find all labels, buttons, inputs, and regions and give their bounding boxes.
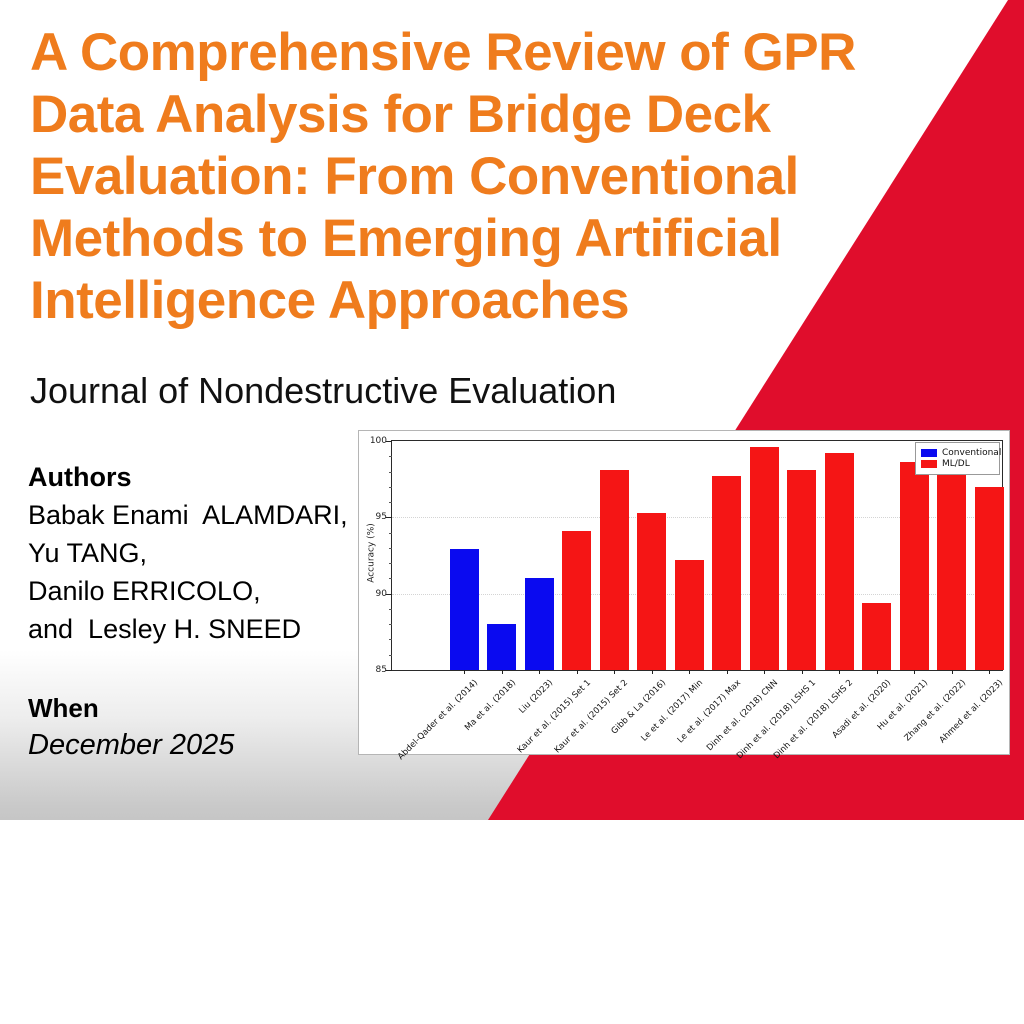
y-minor-tick — [389, 563, 392, 565]
bar-ml-dl — [937, 471, 966, 670]
x-tick — [951, 670, 953, 674]
bar-ml-dl — [712, 476, 741, 670]
x-tick-label: Kaur et al. (2015) Set 2 — [552, 678, 631, 756]
y-minor-tick — [389, 456, 392, 458]
x-tick — [726, 670, 728, 674]
x-tick — [464, 670, 465, 674]
bar-ml-dl — [562, 531, 591, 670]
x-tick — [614, 670, 615, 674]
bar-ml-dl — [899, 462, 929, 670]
x-tick — [651, 670, 653, 674]
x-tick — [689, 670, 690, 674]
x-tick — [764, 670, 765, 674]
legend-label: ML/DL — [942, 459, 970, 469]
bar-conventional — [487, 624, 516, 670]
gridline — [392, 517, 1002, 519]
bar-conventional — [524, 578, 554, 670]
x-tick — [989, 670, 990, 674]
paper-title: A Comprehensive Review of GPR Data Analy… — [30, 22, 856, 332]
title-line-5: Intelligence Approaches — [30, 271, 630, 330]
x-tick — [876, 670, 878, 674]
publication-date: December 2025 — [28, 729, 235, 761]
bar-ml-dl — [862, 602, 891, 670]
bar-conventional — [449, 549, 479, 670]
title-line-4: Methods to Emerging Artificial — [30, 209, 782, 268]
bar-ml-dl — [674, 560, 704, 670]
legend-swatch — [921, 460, 937, 468]
y-tick — [386, 441, 392, 442]
x-tick-label: Dinh et al. (2018) CNN — [704, 678, 781, 754]
y-minor-tick — [389, 639, 392, 641]
x-tick — [839, 670, 840, 674]
y-minor-tick — [389, 486, 392, 488]
title-line-2: Data Analysis for Bridge Deck — [30, 85, 771, 144]
bar-ml-dl — [824, 453, 854, 670]
x-tick-label: Le et al. (2017) Max — [675, 678, 743, 746]
y-axis-label: Accuracy (%) — [366, 523, 377, 583]
y-tick — [386, 593, 392, 595]
x-tick-label: Kaur et al. (2015) Set 1 — [515, 678, 593, 756]
y-minor-tick — [389, 502, 392, 504]
legend-item: ML/DL — [921, 459, 994, 469]
chart-legend: Conventional ML/DL — [915, 442, 1001, 475]
y-tick-label: 100 — [369, 436, 387, 446]
y-tick — [386, 670, 392, 671]
accuracy-bar-chart: Accuracy (%) 85 90 95 100 Abdel-Qader et al.… — [358, 430, 1010, 762]
authors-list: Babak Enami ALAMDARI, Yu TANG, Danilo ER… — [28, 496, 348, 648]
bar-ml-dl — [787, 470, 816, 670]
bar-ml-dl — [637, 512, 666, 670]
legend-item: Conventional — [921, 448, 1001, 458]
y-minor-tick — [389, 547, 392, 549]
x-tick — [501, 670, 503, 674]
when-heading: When — [28, 693, 99, 723]
plot-area: 85 90 95 100 Abdel-Qader et al. (2014) Ma et … — [370, 436, 1005, 762]
y-tick-label: 95 — [375, 512, 387, 523]
footer-band: UIC UNIVERSITY OF ILLINOIS CHICAGO — [0, 820, 1024, 1024]
y-minor-tick — [389, 624, 392, 626]
journal-name: Journal of Nondestructive Evaluation — [30, 370, 617, 411]
y-tick-label: 85 — [375, 665, 387, 675]
author-name-4: and Lesley H. SNEED — [28, 614, 302, 644]
title-line-3: Evaluation: From Conventional — [30, 147, 799, 206]
bar-ml-dl — [599, 470, 629, 670]
legend-swatch — [921, 449, 937, 457]
x-tick — [801, 670, 803, 674]
author-name-1: Babak Enami ALAMDARI, — [28, 500, 348, 530]
y-minor-tick — [389, 578, 392, 580]
legend-label: Conventional — [942, 448, 1002, 458]
x-tick-label: Ahmed et al. (2023) — [937, 678, 1006, 746]
author-name-3: Danilo ERRICOLO, — [28, 576, 261, 606]
bar-ml-dl — [749, 447, 779, 670]
y-minor-tick — [389, 471, 392, 473]
x-tick — [539, 670, 540, 674]
authors-heading: Authors — [28, 462, 132, 492]
y-tick-label: 90 — [375, 588, 387, 599]
y-minor-tick — [389, 654, 392, 656]
y-minor-tick — [389, 608, 392, 610]
y-tick — [386, 517, 392, 519]
x-tick — [914, 670, 915, 674]
bar-ml-dl — [974, 486, 1004, 670]
x-tick — [576, 670, 578, 674]
y-minor-tick — [389, 532, 392, 534]
x-tick-label: Liu (2023) — [517, 678, 556, 716]
title-line-1: A Comprehensive Review of GPR — [30, 23, 856, 82]
author-name-2: Yu TANG, — [28, 538, 148, 568]
